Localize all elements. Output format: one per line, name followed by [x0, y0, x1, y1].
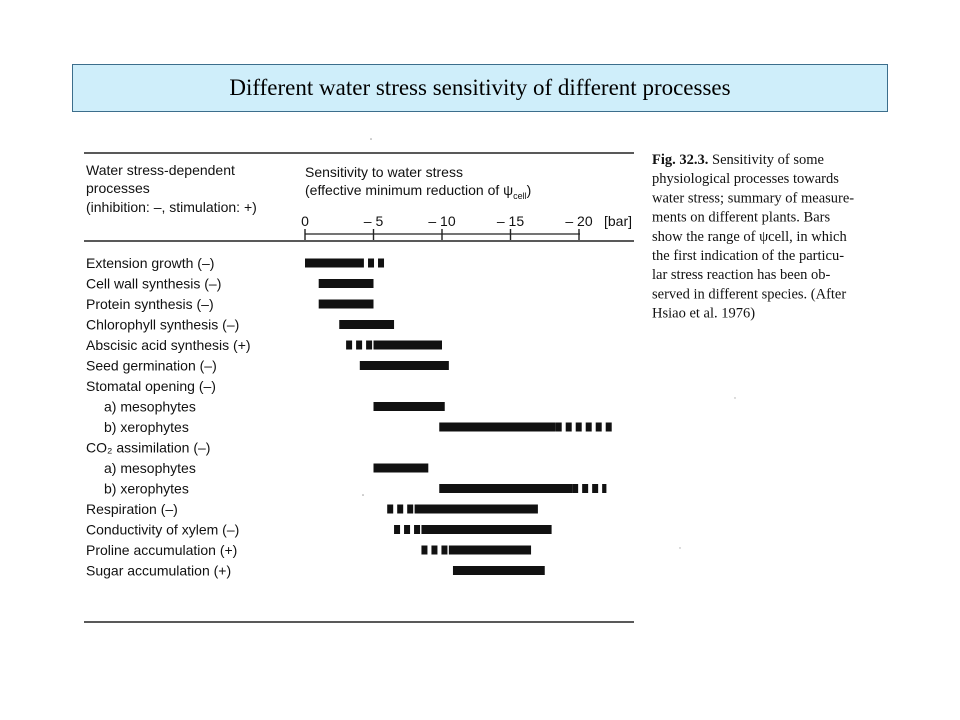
dashed-range-segment: [605, 422, 612, 432]
solid-range-bar: [421, 525, 552, 534]
dashed-range-segment: [356, 340, 363, 350]
header-right-line-2-main: (effective minimum reduction of ψ: [305, 182, 513, 198]
dashed-range-segment: [394, 525, 401, 534]
row-label: Stomatal opening (–): [86, 378, 216, 394]
caption-line: the first indication of the particu-: [652, 248, 844, 264]
row-label: b) xerophytes: [104, 419, 189, 435]
header-right-line-1: Sensitivity to water stress: [305, 164, 463, 180]
dashed-range-segment: [441, 545, 448, 555]
header-right-close-paren: ): [527, 182, 532, 198]
dashed-range-segment: [404, 525, 411, 534]
caption-line-text: physiological processes towards: [652, 171, 839, 187]
caption-line-text: served in different species. (After: [652, 286, 846, 302]
row-label: Sugar accumulation (+): [86, 563, 231, 579]
header-right-subscript: cell: [513, 191, 527, 201]
range-bars: [305, 258, 612, 575]
dashed-range-segment: [431, 545, 438, 555]
caption-line-text: Sensitivity of some: [708, 152, 824, 168]
solid-range-bar: [414, 504, 538, 514]
solid-range-bar: [448, 545, 532, 555]
dashed-range-segment: [585, 422, 592, 432]
dashed-range-segment: [572, 484, 579, 493]
speck: [734, 397, 736, 399]
caption-line-text: show the range of ψcell, in which: [652, 229, 847, 245]
dashed-range-segment: [397, 504, 404, 514]
row-label: Abscisic acid synthesis (+): [86, 337, 251, 353]
dashed-range-segment: [346, 340, 353, 350]
row-label: Cell wall synthesis (–): [86, 276, 221, 292]
axis-tick-label: – 10: [428, 213, 455, 229]
row-label: Seed germination (–): [86, 358, 217, 374]
caption-line: Hsiao et al. 1976): [652, 306, 755, 322]
caption-line-text: water stress; summary of measure-: [652, 190, 854, 206]
caption-line: ments on different plants. Bars: [652, 210, 830, 226]
caption-line: served in different species. (After: [652, 286, 846, 302]
caption-line: physiological processes towards: [652, 171, 839, 187]
dashed-range-segment: [407, 504, 414, 514]
speck: [679, 547, 681, 549]
row-label: CO₂ assimilation (–): [86, 440, 210, 456]
row-label: a) mesophytes: [104, 460, 196, 476]
row-labels: Extension growth (–) Cell wall synthesis …: [86, 255, 251, 579]
dashed-range-segment: [595, 422, 602, 432]
caption-line: water stress; summary of measure-: [652, 190, 854, 206]
caption-line: lar stress reaction has been ob-: [652, 267, 831, 283]
row-label: Conductivity of xylem (–): [86, 522, 239, 538]
solid-range-bar: [439, 484, 573, 493]
caption-figure-number: Fig. 32.3.: [652, 152, 708, 168]
caption-line-text: ments on different plants. Bars: [652, 210, 830, 226]
solid-range-bar: [318, 279, 374, 288]
dashed-range-segment: [366, 340, 373, 350]
dashed-range-segment: [368, 258, 375, 268]
row-label: Chlorophyll synthesis (–): [86, 317, 239, 333]
speck: [370, 138, 372, 140]
row-label: Protein synthesis (–): [86, 296, 214, 312]
dashed-range-segment: [414, 525, 421, 534]
solid-range-bar: [339, 320, 395, 329]
axis-tick-label: 0: [301, 213, 309, 229]
dashed-range-segment: [387, 504, 394, 514]
row-label: Extension growth (–): [86, 255, 214, 271]
caption-line-text: Hsiao et al. 1976): [652, 306, 755, 322]
row-label: Respiration (–): [86, 501, 178, 517]
dashed-range-segment: [378, 258, 385, 268]
solid-range-bar: [452, 566, 545, 575]
dashed-range-segment: [555, 422, 562, 432]
dashed-range-segment: [602, 484, 607, 493]
caption-line-text: lar stress reaction has been ob-: [652, 267, 831, 283]
header-left-line-2: processes: [86, 180, 150, 196]
solid-range-bar: [439, 422, 556, 432]
caption-line: show the range of ψcell, in which: [652, 229, 847, 245]
axis-tick-label: – 5: [364, 213, 384, 229]
axis-ticks: 0 – 5 – 10 – 15 – 20: [301, 213, 593, 240]
axis-tick-label: – 15: [497, 213, 524, 229]
speck: [362, 494, 364, 496]
solid-range-bar: [359, 361, 449, 370]
slide-title: Different water stress sensitivity of di…: [229, 75, 731, 100]
axis-unit: [bar]: [604, 213, 632, 229]
solid-range-bar: [305, 258, 364, 268]
header-left-line-1: Water stress-dependent: [86, 162, 235, 178]
dashed-range-segment: [592, 484, 599, 493]
solid-range-bar: [373, 463, 429, 473]
row-label: b) xerophytes: [104, 481, 189, 497]
axis-tick-label: – 20: [565, 213, 592, 229]
header-left-line-3: (inhibition: –, stimulation: +): [86, 199, 257, 215]
solid-range-bar: [373, 402, 445, 411]
solid-range-bar: [373, 340, 442, 350]
slide-title-box: Different water stress sensitivity of di…: [72, 64, 888, 112]
row-label: Proline accumulation (+): [86, 542, 237, 558]
header-right-line-2: (effective minimum reduction of ψcell): [305, 182, 531, 201]
caption-line-text: the first indication of the particu-: [652, 248, 844, 264]
row-label: a) mesophytes: [104, 399, 196, 415]
dashed-range-segment: [575, 422, 582, 432]
dashed-range-segment: [565, 422, 572, 432]
dashed-range-segment: [421, 545, 428, 555]
caption-line: Fig. 32.3. Sensitivity of some: [652, 152, 824, 168]
figure-caption: Fig. 32.3. Sensitivity of some physiologi…: [652, 152, 854, 322]
dashed-range-segment: [582, 484, 589, 493]
solid-range-bar: [318, 299, 374, 309]
